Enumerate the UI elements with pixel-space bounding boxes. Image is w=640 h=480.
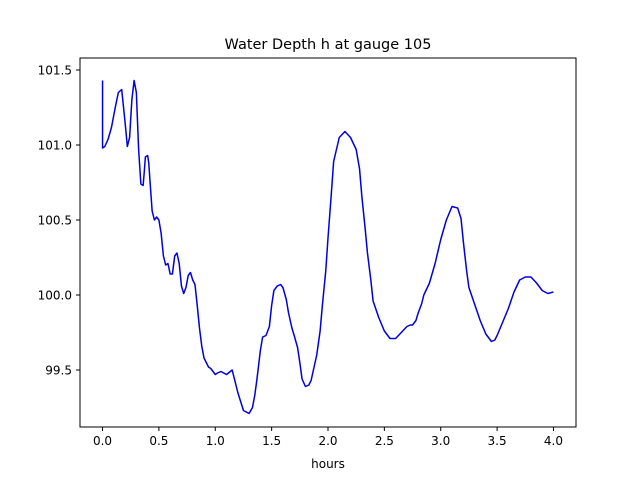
x-tick-label: 4.0	[544, 434, 563, 448]
chart-title: Water Depth h at gauge 105	[225, 37, 432, 53]
x-tick-label: 3.0	[431, 434, 450, 448]
x-tick-label: 2.0	[318, 434, 337, 448]
x-tick-label: 3.5	[488, 434, 507, 448]
y-axis: 99.5 100.0 100.5 101.0 101.5	[38, 64, 80, 378]
y-tick-label: 99.5	[45, 364, 72, 378]
y-tick-label: 100.0	[38, 289, 72, 303]
x-tick-label: 1.0	[206, 434, 225, 448]
y-tick-label: 101.0	[38, 139, 72, 153]
series-line-0	[101, 79, 554, 415]
plot-area	[101, 79, 554, 415]
y-tick-label: 101.5	[38, 64, 72, 78]
plot-frame	[79, 57, 577, 428]
x-axis-label: hours	[311, 457, 345, 471]
x-tick-label: 0.5	[149, 434, 168, 448]
x-tick-label: 0.0	[93, 434, 112, 448]
y-tick-label: 100.5	[38, 214, 72, 228]
x-tick-label: 1.5	[262, 434, 281, 448]
x-axis: 0.0 0.5 1.0 1.5 2.0 2.5 3.0 3.5 4.0	[93, 427, 563, 448]
x-tick-label: 2.5	[375, 434, 394, 448]
